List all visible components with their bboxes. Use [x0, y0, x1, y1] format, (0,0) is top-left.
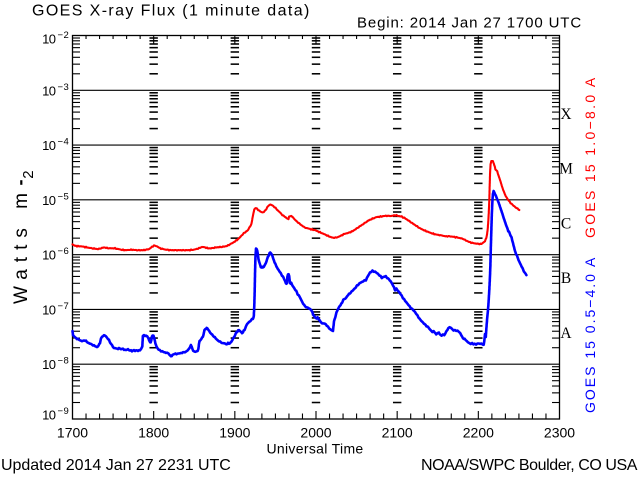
svg-text:10: 10	[42, 302, 56, 317]
svg-text:10: 10	[42, 32, 56, 47]
svg-text:10: 10	[42, 248, 56, 263]
svg-text:GOES 15 1.0−8.0 A: GOES 15 1.0−8.0 A	[582, 76, 598, 238]
svg-text:−3: −3	[58, 82, 70, 93]
svg-text:GOES 15 0.5−4.0 A: GOES 15 0.5−4.0 A	[582, 256, 598, 413]
svg-text:10: 10	[42, 138, 56, 153]
svg-text:−4: −4	[58, 137, 70, 148]
svg-text:GOES X-ray Flux (1 minute data: GOES X-ray Flux (1 minute data)	[32, 3, 311, 20]
svg-text:A: A	[560, 325, 572, 342]
svg-text:M: M	[559, 161, 573, 178]
svg-text:Universal Time: Universal Time	[266, 441, 363, 457]
svg-text:B: B	[561, 270, 571, 287]
svg-text:2000: 2000	[300, 425, 331, 441]
svg-text:Begin: 2014 Jan 27 1700 UTC: Begin: 2014 Jan 27 1700 UTC	[357, 15, 582, 32]
svg-text:2200: 2200	[463, 425, 494, 441]
svg-text:−5: −5	[58, 191, 70, 202]
svg-text:2100: 2100	[382, 425, 413, 441]
svg-text:Updated 2014 Jan 27 2231 UTC: Updated 2014 Jan 27 2231 UTC	[1, 457, 231, 474]
svg-text:2: 2	[20, 170, 37, 178]
svg-text:2300: 2300	[544, 425, 575, 441]
svg-text:NOAA/SWPC Boulder, CO USA: NOAA/SWPC Boulder, CO USA	[421, 457, 638, 474]
svg-text:1800: 1800	[138, 425, 169, 441]
svg-text:10: 10	[42, 357, 56, 372]
svg-text:1700: 1700	[57, 425, 88, 441]
svg-text:10: 10	[42, 408, 56, 423]
svg-text:−8: −8	[58, 356, 70, 367]
svg-text:Watts m: Watts m	[11, 186, 32, 304]
svg-text:C: C	[561, 215, 571, 232]
svg-text:−7: −7	[58, 301, 70, 312]
svg-text:−2: −2	[58, 30, 70, 41]
svg-text:X: X	[560, 106, 571, 123]
svg-text:10: 10	[42, 83, 56, 98]
svg-text:1900: 1900	[219, 425, 250, 441]
svg-text:−9: −9	[58, 406, 70, 417]
svg-text:−6: −6	[58, 246, 70, 257]
svg-text:10: 10	[42, 193, 56, 208]
